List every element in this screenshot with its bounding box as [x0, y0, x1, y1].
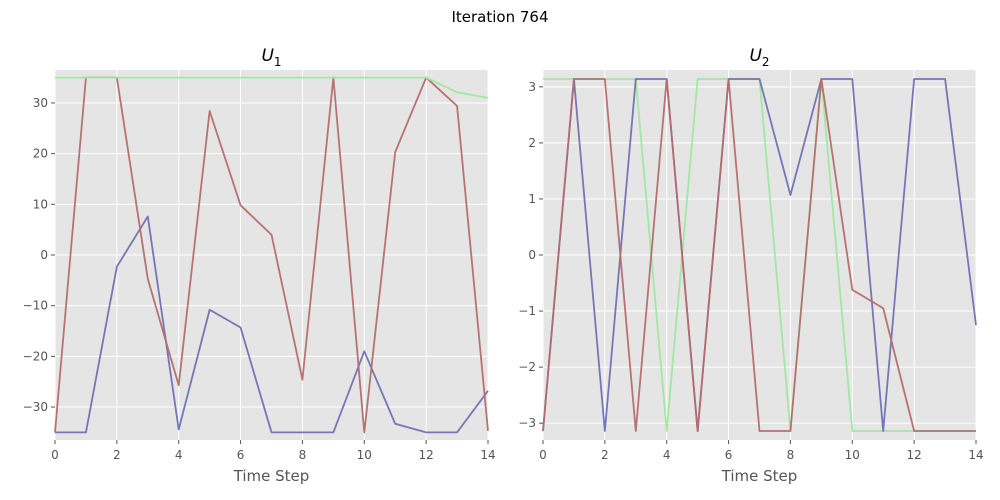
- series-line-1: [55, 215, 489, 434]
- x-tick-label: 6: [237, 448, 245, 462]
- subplot-title-subscript: 2: [762, 55, 770, 69]
- x-tick-label: 0: [539, 448, 547, 462]
- x-tick-label: 10: [845, 448, 860, 462]
- y-tick-label: −2: [518, 360, 536, 374]
- series-line-3: [55, 76, 489, 99]
- x-tick-label: 0: [51, 448, 59, 462]
- y-tick-label: −20: [23, 349, 48, 363]
- subplot-title: U2: [749, 46, 769, 69]
- series-line-3: [542, 78, 976, 432]
- y-tick-label: 0: [40, 248, 48, 262]
- subplot-title: U1: [261, 46, 281, 69]
- x-tick-label: 2: [113, 448, 121, 462]
- subplot-title-subscript: 1: [274, 55, 282, 69]
- series-line-2: [542, 78, 977, 432]
- x-tick-label: 8: [299, 448, 307, 462]
- y-tick-label: 3: [528, 80, 536, 94]
- subplot-title-main: U: [261, 46, 274, 66]
- figure-suptitle: Iteration 764: [451, 8, 548, 26]
- y-tick-label: 20: [33, 147, 48, 161]
- series-line-2: [54, 76, 489, 434]
- y-tick-label: 1: [528, 192, 536, 206]
- x-axis-label: Time Step: [233, 467, 310, 485]
- x-tick-label: 14: [968, 448, 983, 462]
- x-tick-label: 12: [419, 448, 434, 462]
- y-tick-label: −30: [23, 400, 48, 414]
- x-tick-label: 6: [725, 448, 733, 462]
- x-tick-label: 4: [663, 448, 671, 462]
- y-tick-label: 10: [33, 197, 48, 211]
- y-tick-label: −10: [23, 299, 48, 313]
- y-tick-label: 30: [33, 96, 48, 110]
- x-tick-label: 8: [787, 448, 795, 462]
- x-axis-label: Time Step: [721, 467, 798, 485]
- y-tick-label: −3: [518, 416, 536, 430]
- y-tick-label: −1: [518, 304, 536, 318]
- subplot-u1: 0 2 4 6 8 10 12 14 −30 −20 −10 0 10 20 30 Time Step U1: [23, 46, 496, 485]
- y-tick-label: 0: [528, 248, 536, 262]
- x-tick-label: 14: [480, 448, 495, 462]
- x-tick-label: 10: [357, 448, 372, 462]
- x-tick-label: 2: [601, 448, 609, 462]
- y-tick-label: 2: [528, 136, 536, 150]
- x-tick-label: 4: [175, 448, 183, 462]
- subplot-title-main: U: [749, 46, 762, 66]
- x-tick-label: 12: [907, 448, 922, 462]
